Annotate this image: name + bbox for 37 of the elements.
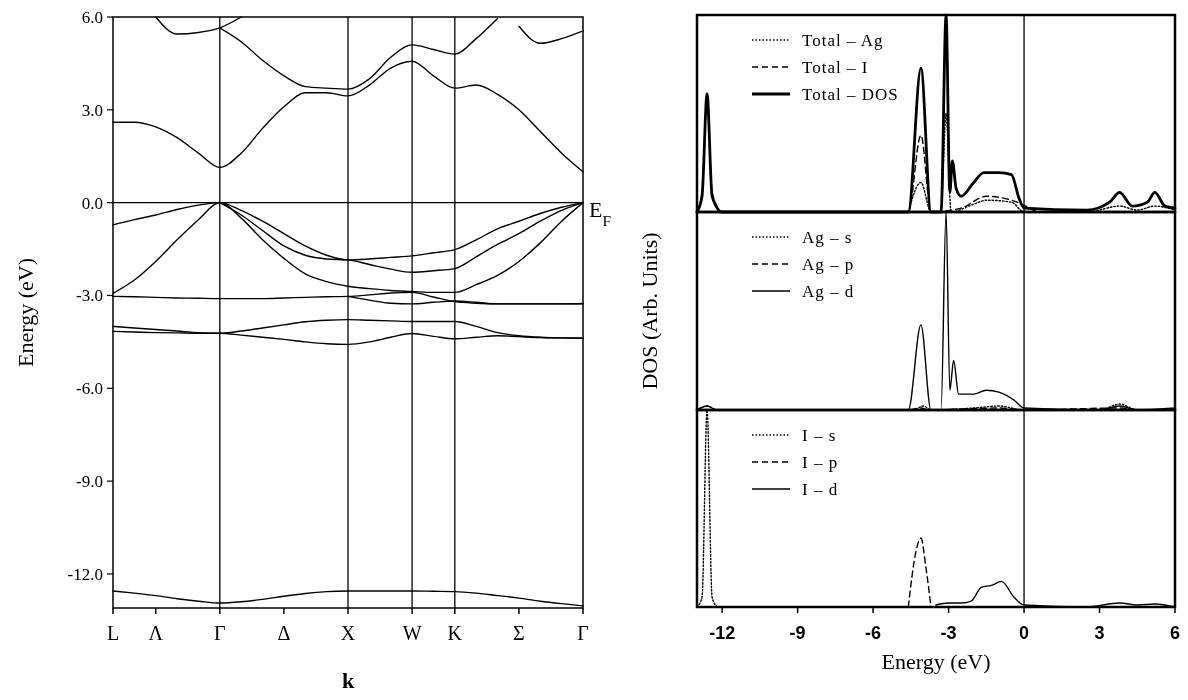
- y-tick-label: -3.0: [76, 286, 103, 306]
- x-tick-label: 6: [1169, 623, 1181, 643]
- x-tick-label: X: [340, 622, 356, 644]
- legend-label: Ag – s: [802, 228, 853, 247]
- x-tick-label: -12: [709, 623, 736, 643]
- legend-label: Total – DOS: [802, 85, 899, 104]
- y-axis-title: DOS (Arb. Units): [637, 232, 662, 390]
- legend-label: Total – I: [802, 58, 869, 77]
- y-tick-label: 6.0: [81, 8, 103, 27]
- y-tick-label: -6.0: [76, 379, 103, 399]
- x-tick-label: -6: [865, 623, 882, 643]
- x-tick-label: W: [402, 622, 422, 644]
- x-tick-label: Γ: [577, 622, 589, 644]
- x-tick-label: 0: [1019, 623, 1030, 643]
- legend-label: Total – Ag: [802, 31, 884, 50]
- x-tick-label: K: [447, 622, 463, 644]
- y-tick-label: -12.0: [67, 564, 103, 584]
- x-tick-label: Λ: [148, 622, 164, 644]
- y-tick-label: -9.0: [76, 472, 103, 492]
- legend-label: I – d: [802, 480, 839, 499]
- x-axis-title: k: [341, 668, 355, 693]
- legend-label: Ag – d: [802, 282, 855, 301]
- x-axis-title: Energy (eV): [881, 649, 991, 674]
- x-tick-label: -3: [940, 623, 957, 643]
- y-axis-title: Energy (eV): [13, 258, 38, 367]
- legend-label: I – p: [802, 453, 839, 472]
- y-tick-label: 0.0: [81, 193, 103, 213]
- x-tick-label: 3: [1094, 623, 1105, 643]
- x-tick-label: Γ: [214, 622, 226, 644]
- legend-label: Ag – p: [802, 255, 855, 274]
- x-tick-label: -9: [789, 623, 806, 643]
- x-tick-label: L: [106, 622, 120, 644]
- x-tick-label: Σ: [513, 622, 525, 644]
- y-tick-label: 3.0: [81, 100, 103, 120]
- x-tick-label: Δ: [277, 622, 291, 644]
- text: E$_{F}$: [589, 196, 612, 229]
- legend-label: I – s: [802, 426, 837, 445]
